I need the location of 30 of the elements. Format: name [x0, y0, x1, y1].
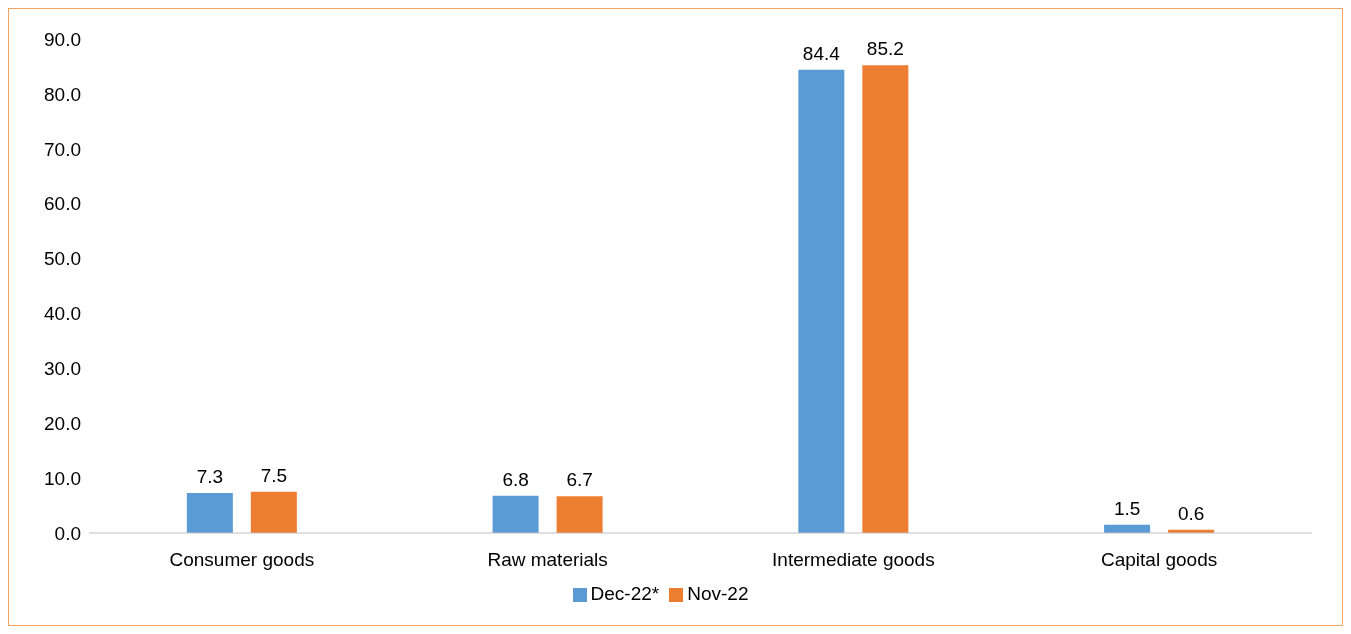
bar — [250, 491, 297, 533]
y-tick-label: 60.0 — [44, 193, 81, 215]
y-tick-label: 10.0 — [44, 467, 81, 489]
y-tick-label: 50.0 — [44, 248, 81, 270]
y-tick-label: 80.0 — [44, 83, 81, 105]
data-label: 6.7 — [566, 469, 593, 491]
data-label: 7.5 — [260, 464, 288, 486]
x-tick-label: Capital goods — [1101, 549, 1218, 571]
data-label: 1.5 — [1113, 497, 1141, 519]
bar — [186, 492, 233, 533]
bar — [798, 69, 845, 533]
x-tick-label: Consumer goods — [169, 549, 315, 571]
data-label: 7.3 — [196, 465, 224, 487]
legend-label: Nov-22 — [687, 583, 749, 604]
x-tick-label: Intermediate goods — [772, 549, 935, 571]
bar — [862, 65, 909, 533]
y-tick-label: 30.0 — [44, 358, 81, 380]
y-tick-label: 90.0 — [44, 28, 81, 50]
y-tick-label: 70.0 — [44, 138, 81, 160]
y-tick-label: 40.0 — [44, 303, 81, 325]
y-tick-label: 20.0 — [44, 412, 81, 434]
data-label: 84.4 — [802, 42, 841, 64]
data-label: 0.6 — [1177, 502, 1205, 524]
y-tick-label: 0.0 — [54, 522, 81, 544]
data-label: 6.8 — [502, 468, 529, 490]
data-label: 85.2 — [866, 38, 904, 60]
legend-label: Dec-22* — [590, 583, 660, 604]
bar — [556, 496, 603, 533]
bar — [492, 495, 539, 533]
x-tick-label: Raw materials — [487, 549, 608, 571]
